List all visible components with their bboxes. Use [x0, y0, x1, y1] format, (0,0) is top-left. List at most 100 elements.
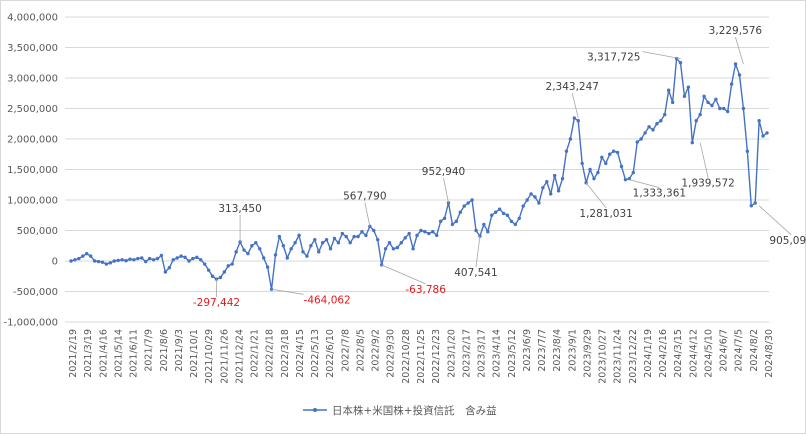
- data-point: [309, 244, 313, 248]
- data-point: [265, 265, 270, 269]
- x-tick-label: 2021/10/1: [189, 329, 200, 378]
- data-point: [643, 131, 647, 135]
- data-point: [482, 222, 486, 227]
- data-point: [470, 198, 474, 202]
- data-point: [611, 149, 616, 153]
- data-point: [88, 254, 93, 258]
- x-tick-label: 2022/2/18: [265, 329, 276, 378]
- data-point: [73, 258, 77, 262]
- x-tick-label: 2021/2/19: [68, 329, 79, 378]
- data-point: [108, 261, 113, 265]
- data-point: [608, 152, 612, 156]
- data-point: [454, 219, 459, 224]
- x-tick-label: 2024/8/2: [749, 329, 760, 372]
- data-point: [623, 177, 628, 182]
- x-tick-label: 2022/7/8: [340, 329, 351, 372]
- data-point: [195, 255, 199, 260]
- x-tick-label: 2022/11/25: [416, 329, 427, 384]
- y-tick-label: 500,000: [17, 226, 58, 237]
- y-tick-label: 2,500,000: [7, 104, 58, 115]
- annotation-leader: [585, 182, 607, 209]
- data-point: [682, 94, 687, 99]
- x-tick-label: 2022/6/10: [325, 329, 336, 378]
- data-point: [647, 125, 651, 129]
- data-point: [745, 149, 750, 153]
- data-point: [128, 257, 132, 261]
- x-tick-label: 2023/10/27: [598, 329, 609, 384]
- y-tick-label: 1,000,000: [7, 196, 58, 207]
- x-tick-label: 2024/1/19: [643, 329, 654, 378]
- x-tick-label: 2024/6/7: [719, 329, 730, 372]
- x-tick-label: 2024/7/5: [734, 329, 745, 372]
- data-point: [678, 61, 683, 65]
- data-point: [686, 85, 691, 89]
- data-point: [301, 250, 305, 254]
- data-point: [757, 119, 761, 123]
- data-point: [132, 258, 136, 262]
- data-point: [376, 237, 380, 242]
- data-point: [434, 233, 439, 238]
- x-tick-label: 2023/11/24: [613, 329, 624, 384]
- x-tick-label: 2024/4/12: [688, 329, 699, 378]
- data-point: [604, 161, 608, 166]
- data-point: [737, 73, 742, 77]
- data-point: [714, 97, 718, 102]
- y-tick-label: 0: [52, 257, 58, 268]
- data-point: [379, 263, 384, 267]
- annotation-label: 3,317,725: [587, 52, 640, 64]
- data-point: [305, 254, 309, 258]
- data-point: [77, 256, 81, 261]
- data-point: [525, 198, 529, 202]
- data-point: [722, 106, 726, 111]
- x-tick-label: 2021/5/14: [113, 329, 124, 378]
- data-point: [226, 264, 230, 268]
- data-point: [313, 237, 317, 242]
- data-point: [324, 237, 329, 242]
- x-tick-label: 2022/9/2: [371, 329, 382, 372]
- data-point: [383, 247, 388, 251]
- data-point: [183, 255, 187, 260]
- data-point: [332, 236, 337, 241]
- data-point: [651, 128, 655, 132]
- x-tick-label: 2023/9/1: [567, 329, 578, 372]
- annotation-leader: [642, 51, 681, 60]
- y-tick-label: -500,000: [13, 287, 58, 298]
- y-tick-label: -1,000,000: [3, 318, 58, 329]
- data-point: [596, 170, 600, 175]
- data-point: [372, 228, 376, 233]
- data-point: [600, 155, 604, 159]
- data-point: [92, 259, 97, 263]
- data-point: [187, 259, 191, 263]
- data-point: [364, 233, 368, 238]
- x-tick-label: 2023/3/17: [477, 329, 488, 378]
- data-point: [277, 234, 282, 239]
- data-point: [576, 119, 580, 123]
- data-point: [431, 230, 435, 234]
- data-point: [718, 106, 722, 111]
- x-tick-label: 2023/8/4: [552, 329, 563, 372]
- data-point: [191, 256, 195, 261]
- x-tick-label: 2021/9/3: [174, 329, 185, 372]
- y-tick-label: 4,000,000: [7, 13, 58, 24]
- data-point: [702, 94, 706, 99]
- annotation-label: 952,940: [422, 166, 465, 178]
- data-point: [411, 247, 415, 251]
- data-point: [564, 149, 569, 153]
- annotation-label: 2,343,247: [546, 81, 599, 93]
- data-point: [116, 258, 120, 263]
- data-point: [273, 253, 278, 257]
- data-point: [509, 219, 514, 224]
- data-point: [655, 122, 659, 126]
- data-point: [710, 103, 714, 108]
- x-tick-label: 2022/9/30: [386, 329, 397, 378]
- data-point: [541, 186, 545, 190]
- data-point: [560, 176, 565, 181]
- data-point: [222, 270, 227, 274]
- data-point: [206, 268, 211, 272]
- annotation-label: -464,062: [304, 294, 351, 306]
- annotation-leader: [475, 236, 481, 268]
- x-tick-label: 2023/4/14: [492, 329, 503, 378]
- data-point: [281, 244, 286, 248]
- data-point: [147, 256, 152, 261]
